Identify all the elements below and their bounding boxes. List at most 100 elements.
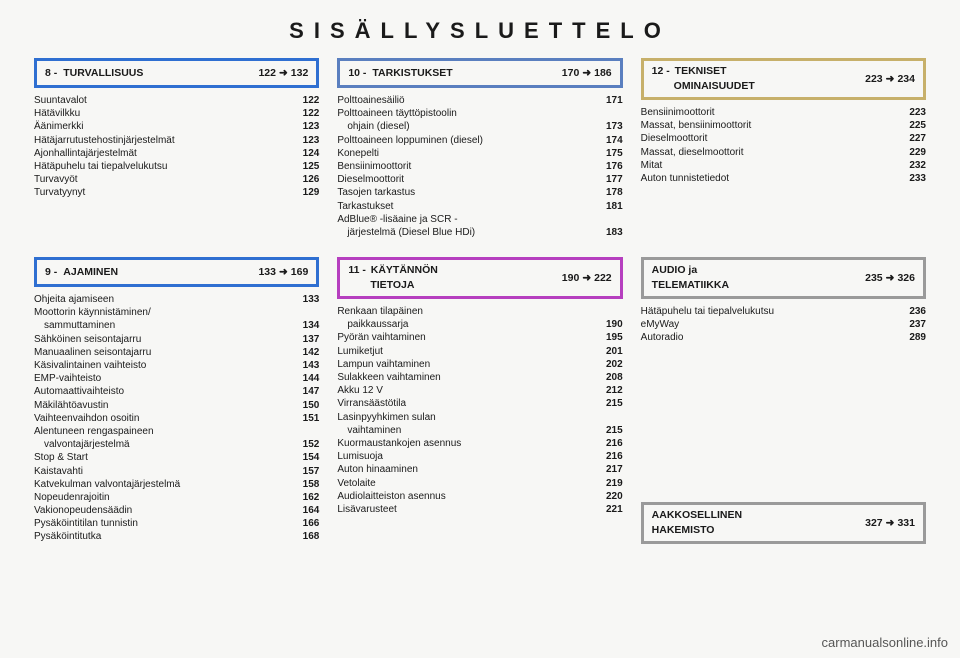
item-label: Stop & Start	[34, 451, 291, 464]
item-page: 233	[898, 172, 926, 185]
item-label: Turvatyynyt	[34, 186, 291, 199]
list-item: Tasojen tarkastus178	[337, 186, 622, 199]
item-label: Bensiinimoottorit	[641, 106, 898, 119]
list-item: Dieselmoottorit227	[641, 132, 926, 145]
item-page: 158	[291, 478, 319, 491]
item-label: Tarkastukset	[337, 200, 594, 213]
item-page: 134	[291, 319, 319, 332]
item-page: 122	[291, 107, 319, 120]
section-9: 9 - AJAMINEN 133➜169 Ohjeita ajamiseen13…	[34, 257, 319, 544]
item-page: 166	[291, 517, 319, 530]
item-page: 183	[595, 226, 623, 239]
section-10: 10 - TARKISTUKSET 170➜186 Polttoainesäil…	[337, 58, 622, 239]
item-page: 237	[898, 318, 926, 331]
item-label: Autoradio	[641, 331, 898, 344]
item-page	[291, 306, 319, 319]
item-page: 150	[291, 399, 319, 412]
item-label: Kuormaustankojen asennus	[337, 437, 594, 450]
section-8-list: Suuntavalot122Hätävilkku122Äänimerkki123…	[34, 94, 319, 200]
item-label: eMyWay	[641, 318, 898, 331]
item-page: 122	[291, 94, 319, 107]
list-item: Automaattivaihteisto147	[34, 385, 319, 398]
section-title: TARKISTUKSET	[372, 67, 452, 79]
item-label: vaihtaminen	[337, 424, 594, 437]
list-item: Moottorin käynnistäminen/	[34, 306, 319, 319]
list-item: Virransäästötila215	[337, 397, 622, 410]
watermark: carmanualsonline.info	[822, 635, 948, 650]
item-label: Vaihteenvaihdon osoitin	[34, 412, 291, 425]
item-label: Dieselmoottorit	[641, 132, 898, 145]
item-page: 215	[595, 397, 623, 410]
list-item: Manuaalinen seisontajarru142	[34, 346, 319, 359]
list-item: EMP-vaihteisto144	[34, 372, 319, 385]
list-item: Pyörän vaihtaminen195	[337, 331, 622, 344]
item-page: 168	[291, 530, 319, 543]
item-page: 195	[595, 331, 623, 344]
list-item: Pysäköintitilan tunnistin166	[34, 517, 319, 530]
list-item: Polttoainesäiliö171	[337, 94, 622, 107]
list-item: Kaistavahti157	[34, 465, 319, 478]
item-page: 220	[595, 490, 623, 503]
item-label: Vakionopeudensäädin	[34, 504, 291, 517]
item-page: 221	[595, 503, 623, 516]
list-item: AdBlue® -lisäaine ja SCR -	[337, 213, 622, 226]
list-item: Renkaan tilapäinen	[337, 305, 622, 318]
item-page: 175	[595, 147, 623, 160]
item-label: Alentuneen rengaspaineen	[34, 425, 291, 438]
list-item: Polttoaineen täyttöpistoolin	[337, 107, 622, 120]
section-12-header: 12 - TEKNISET OMINAISUUDET 223➜234	[641, 58, 926, 100]
list-item: Massat, bensiinimoottorit225	[641, 119, 926, 132]
item-label: Mäkilähtöavustin	[34, 399, 291, 412]
item-label: Hätäpuhelu tai tiepalvelukutsu	[641, 305, 898, 318]
item-page: 223	[898, 106, 926, 119]
list-item: Lasinpyyhkimen sulan	[337, 411, 622, 424]
item-label: Moottorin käynnistäminen/	[34, 306, 291, 319]
item-page: 162	[291, 491, 319, 504]
item-page	[595, 213, 623, 226]
list-item: ohjain (diesel)173	[337, 120, 622, 133]
item-label: Hätävilkku	[34, 107, 291, 120]
item-page: 123	[291, 134, 319, 147]
section-9-list: Ohjeita ajamiseen133Moottorin käynnistäm…	[34, 293, 319, 544]
item-label: Vetolaite	[337, 477, 594, 490]
item-page: 142	[291, 346, 319, 359]
item-page: 225	[898, 119, 926, 132]
section-title-a: AAKKOSELLINEN	[652, 510, 742, 521]
item-label: Polttoainesäiliö	[337, 94, 594, 107]
item-page: 154	[291, 451, 319, 464]
list-item: Massat, dieselmoottorit229	[641, 146, 926, 159]
list-item: Lumisuoja216	[337, 450, 622, 463]
section-11-header: 11 - KÄYTÄNNÖN TIETOJA 190➜222	[337, 257, 622, 299]
item-label: ohjain (diesel)	[337, 120, 594, 133]
item-page: 181	[595, 200, 623, 213]
section-10-header: 10 - TARKISTUKSET 170➜186	[337, 58, 622, 88]
item-label: Turvavyöt	[34, 173, 291, 186]
list-item: Mäkilähtöavustin150	[34, 399, 319, 412]
item-label: Nopeudenrajoitin	[34, 491, 291, 504]
item-page: 152	[291, 438, 319, 451]
section-title-b: HAKEMISTO	[652, 525, 715, 536]
item-label: Auton tunnistetiedot	[641, 172, 898, 185]
item-page: 124	[291, 147, 319, 160]
item-page: 208	[595, 371, 623, 384]
list-item: valvontajärjestelmä152	[34, 438, 319, 451]
section-audio: AUDIO ja TELEMATIIKKA 235➜326 Hätäpuhelu…	[641, 257, 926, 544]
item-page	[595, 305, 623, 318]
section-num: 10 -	[348, 67, 366, 79]
item-label: Konepelti	[337, 147, 594, 160]
list-item: Bensiinimoottorit223	[641, 106, 926, 119]
section-audio-list: Hätäpuhelu tai tiepalvelukutsu236eMyWay2…	[641, 305, 926, 345]
item-page: 126	[291, 173, 319, 186]
item-label: Lasinpyyhkimen sulan	[337, 411, 594, 424]
section-range: 235➜326	[865, 272, 915, 284]
item-label: Lumisuoja	[337, 450, 594, 463]
item-label: Suuntavalot	[34, 94, 291, 107]
item-page: 289	[898, 331, 926, 344]
list-item: Autoradio289	[641, 331, 926, 344]
list-item: Tarkastukset181	[337, 200, 622, 213]
item-page: 236	[898, 305, 926, 318]
list-item: Nopeudenrajoitin162	[34, 491, 319, 504]
list-item: Vaihteenvaihdon osoitin151	[34, 412, 319, 425]
item-label: Hätäjarrutustehostinjärjestelmät	[34, 134, 291, 147]
list-item: Hätävilkku122	[34, 107, 319, 120]
